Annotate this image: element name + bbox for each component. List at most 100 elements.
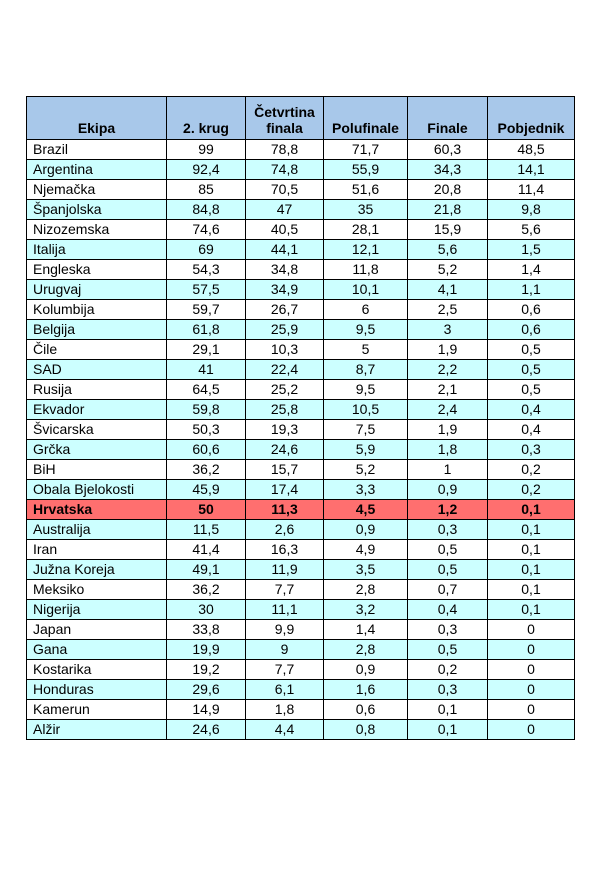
final-cell: 2,1 bbox=[407, 379, 488, 400]
table-row: Španjolska 84,8 47 35 21,8 9,8 bbox=[26, 199, 575, 220]
round-of-16-cell: 41,4 bbox=[166, 539, 246, 560]
final-cell: 2,4 bbox=[407, 399, 488, 420]
team-name-cell: Južna Koreja bbox=[26, 559, 167, 580]
round-of-16-cell: 59,7 bbox=[166, 299, 246, 320]
table-row: Italija 69 44,1 12,1 5,6 1,5 bbox=[26, 239, 575, 260]
round-of-16-cell: 19,2 bbox=[166, 659, 246, 680]
team-name-cell: Gana bbox=[26, 639, 167, 660]
team-name-cell: Alžir bbox=[26, 719, 167, 740]
team-name-cell: Iran bbox=[26, 539, 167, 560]
team-name-cell: Čile bbox=[26, 339, 167, 360]
round-of-16-cell: 59,8 bbox=[166, 399, 246, 420]
winner-cell: 0,1 bbox=[487, 519, 575, 540]
winner-cell: 0,6 bbox=[487, 299, 575, 320]
quarterfinal-cell: 1,8 bbox=[245, 699, 324, 720]
semifinal-cell: 5 bbox=[323, 339, 408, 360]
final-cell: 0,1 bbox=[407, 699, 488, 720]
final-cell: 15,9 bbox=[407, 219, 488, 240]
quarterfinal-cell: 15,7 bbox=[245, 459, 324, 480]
team-name-cell: Kostarika bbox=[26, 659, 167, 680]
winner-cell: 1,1 bbox=[487, 279, 575, 300]
team-name-cell: Ekvador bbox=[26, 399, 167, 420]
winner-cell: 0 bbox=[487, 639, 575, 660]
final-cell: 0,5 bbox=[407, 559, 488, 580]
final-cell: 0,4 bbox=[407, 599, 488, 620]
quarterfinal-cell: 17,4 bbox=[245, 479, 324, 500]
winner-cell: 9,8 bbox=[487, 199, 575, 220]
round-of-16-cell: 36,2 bbox=[166, 579, 246, 600]
team-name-cell: Engleska bbox=[26, 259, 167, 280]
table-header-row: Ekipa 2. krug Četvrtina finala Polufinal… bbox=[26, 96, 575, 140]
semifinal-cell: 9,5 bbox=[323, 379, 408, 400]
winner-cell: 0 bbox=[487, 699, 575, 720]
winner-cell: 0,1 bbox=[487, 599, 575, 620]
semifinal-cell: 4,9 bbox=[323, 539, 408, 560]
winner-cell: 0,1 bbox=[487, 539, 575, 560]
final-cell: 1,9 bbox=[407, 419, 488, 440]
table-row: Iran 41,4 16,3 4,9 0,5 0,1 bbox=[26, 539, 575, 560]
round-of-16-cell: 45,9 bbox=[166, 479, 246, 500]
team-name-cell: Belgija bbox=[26, 319, 167, 340]
final-cell: 0,3 bbox=[407, 619, 488, 640]
winner-cell: 0,1 bbox=[487, 579, 575, 600]
quarterfinal-cell: 25,9 bbox=[245, 319, 324, 340]
header-winner: Pobjednik bbox=[487, 96, 575, 140]
final-cell: 5,6 bbox=[407, 239, 488, 260]
final-cell: 0,3 bbox=[407, 519, 488, 540]
table-row: Kamerun 14,9 1,8 0,6 0,1 0 bbox=[26, 699, 575, 720]
semifinal-cell: 4,5 bbox=[323, 499, 408, 520]
team-name-cell: BiH bbox=[26, 459, 167, 480]
semifinal-cell: 3,5 bbox=[323, 559, 408, 580]
table-row: Honduras 29,6 6,1 1,6 0,3 0 bbox=[26, 679, 575, 700]
quarterfinal-cell: 11,1 bbox=[245, 599, 324, 620]
round-of-16-cell: 36,2 bbox=[166, 459, 246, 480]
quarterfinal-cell: 40,5 bbox=[245, 219, 324, 240]
round-of-16-cell: 41 bbox=[166, 359, 246, 380]
quarterfinal-cell: 6,1 bbox=[245, 679, 324, 700]
final-cell: 0,3 bbox=[407, 679, 488, 700]
winner-cell: 0 bbox=[487, 719, 575, 740]
quarterfinal-cell: 9,9 bbox=[245, 619, 324, 640]
table-row: Obala Bjelokosti 45,9 17,4 3,3 0,9 0,2 bbox=[26, 479, 575, 500]
final-cell: 34,3 bbox=[407, 159, 488, 180]
quarterfinal-cell: 78,8 bbox=[245, 139, 324, 160]
quarterfinal-cell: 11,3 bbox=[245, 499, 324, 520]
round-of-16-cell: 69 bbox=[166, 239, 246, 260]
header-quarterfinal: Četvrtina finala bbox=[245, 96, 324, 140]
semifinal-cell: 2,8 bbox=[323, 639, 408, 660]
round-of-16-cell: 29,1 bbox=[166, 339, 246, 360]
table-row: Kostarika 19,2 7,7 0,9 0,2 0 bbox=[26, 659, 575, 680]
winner-cell: 0,5 bbox=[487, 359, 575, 380]
winner-cell: 1,4 bbox=[487, 259, 575, 280]
semifinal-cell: 11,8 bbox=[323, 259, 408, 280]
table-row-highlighted: Hrvatska 50 11,3 4,5 1,2 0,1 bbox=[26, 499, 575, 520]
header-team: Ekipa bbox=[26, 96, 167, 140]
winner-cell: 0,1 bbox=[487, 559, 575, 580]
final-cell: 5,2 bbox=[407, 259, 488, 280]
quarterfinal-cell: 2,6 bbox=[245, 519, 324, 540]
round-of-16-cell: 57,5 bbox=[166, 279, 246, 300]
round-of-16-cell: 30 bbox=[166, 599, 246, 620]
final-cell: 1 bbox=[407, 459, 488, 480]
table-row: BiH 36,2 15,7 5,2 1 0,2 bbox=[26, 459, 575, 480]
round-of-16-cell: 49,1 bbox=[166, 559, 246, 580]
quarterfinal-cell: 7,7 bbox=[245, 659, 324, 680]
quarterfinal-cell: 70,5 bbox=[245, 179, 324, 200]
table-body: Brazil 99 78,8 71,7 60,3 48,5 Argentina 92,4 74,… bbox=[26, 139, 575, 740]
quarterfinal-cell: 44,1 bbox=[245, 239, 324, 260]
table-row: SAD 41 22,4 8,7 2,2 0,5 bbox=[26, 359, 575, 380]
semifinal-cell: 12,1 bbox=[323, 239, 408, 260]
round-of-16-cell: 64,5 bbox=[166, 379, 246, 400]
final-cell: 3 bbox=[407, 319, 488, 340]
round-of-16-cell: 99 bbox=[166, 139, 246, 160]
semifinal-cell: 9,5 bbox=[323, 319, 408, 340]
team-name-cell: SAD bbox=[26, 359, 167, 380]
round-of-16-cell: 92,4 bbox=[166, 159, 246, 180]
semifinal-cell: 0,8 bbox=[323, 719, 408, 740]
semifinal-cell: 0,9 bbox=[323, 519, 408, 540]
team-name-cell: Argentina bbox=[26, 159, 167, 180]
round-of-16-cell: 50 bbox=[166, 499, 246, 520]
quarterfinal-cell: 11,9 bbox=[245, 559, 324, 580]
table-row: Rusija 64,5 25,2 9,5 2,1 0,5 bbox=[26, 379, 575, 400]
header-semifinal: Polufinale bbox=[323, 96, 408, 140]
